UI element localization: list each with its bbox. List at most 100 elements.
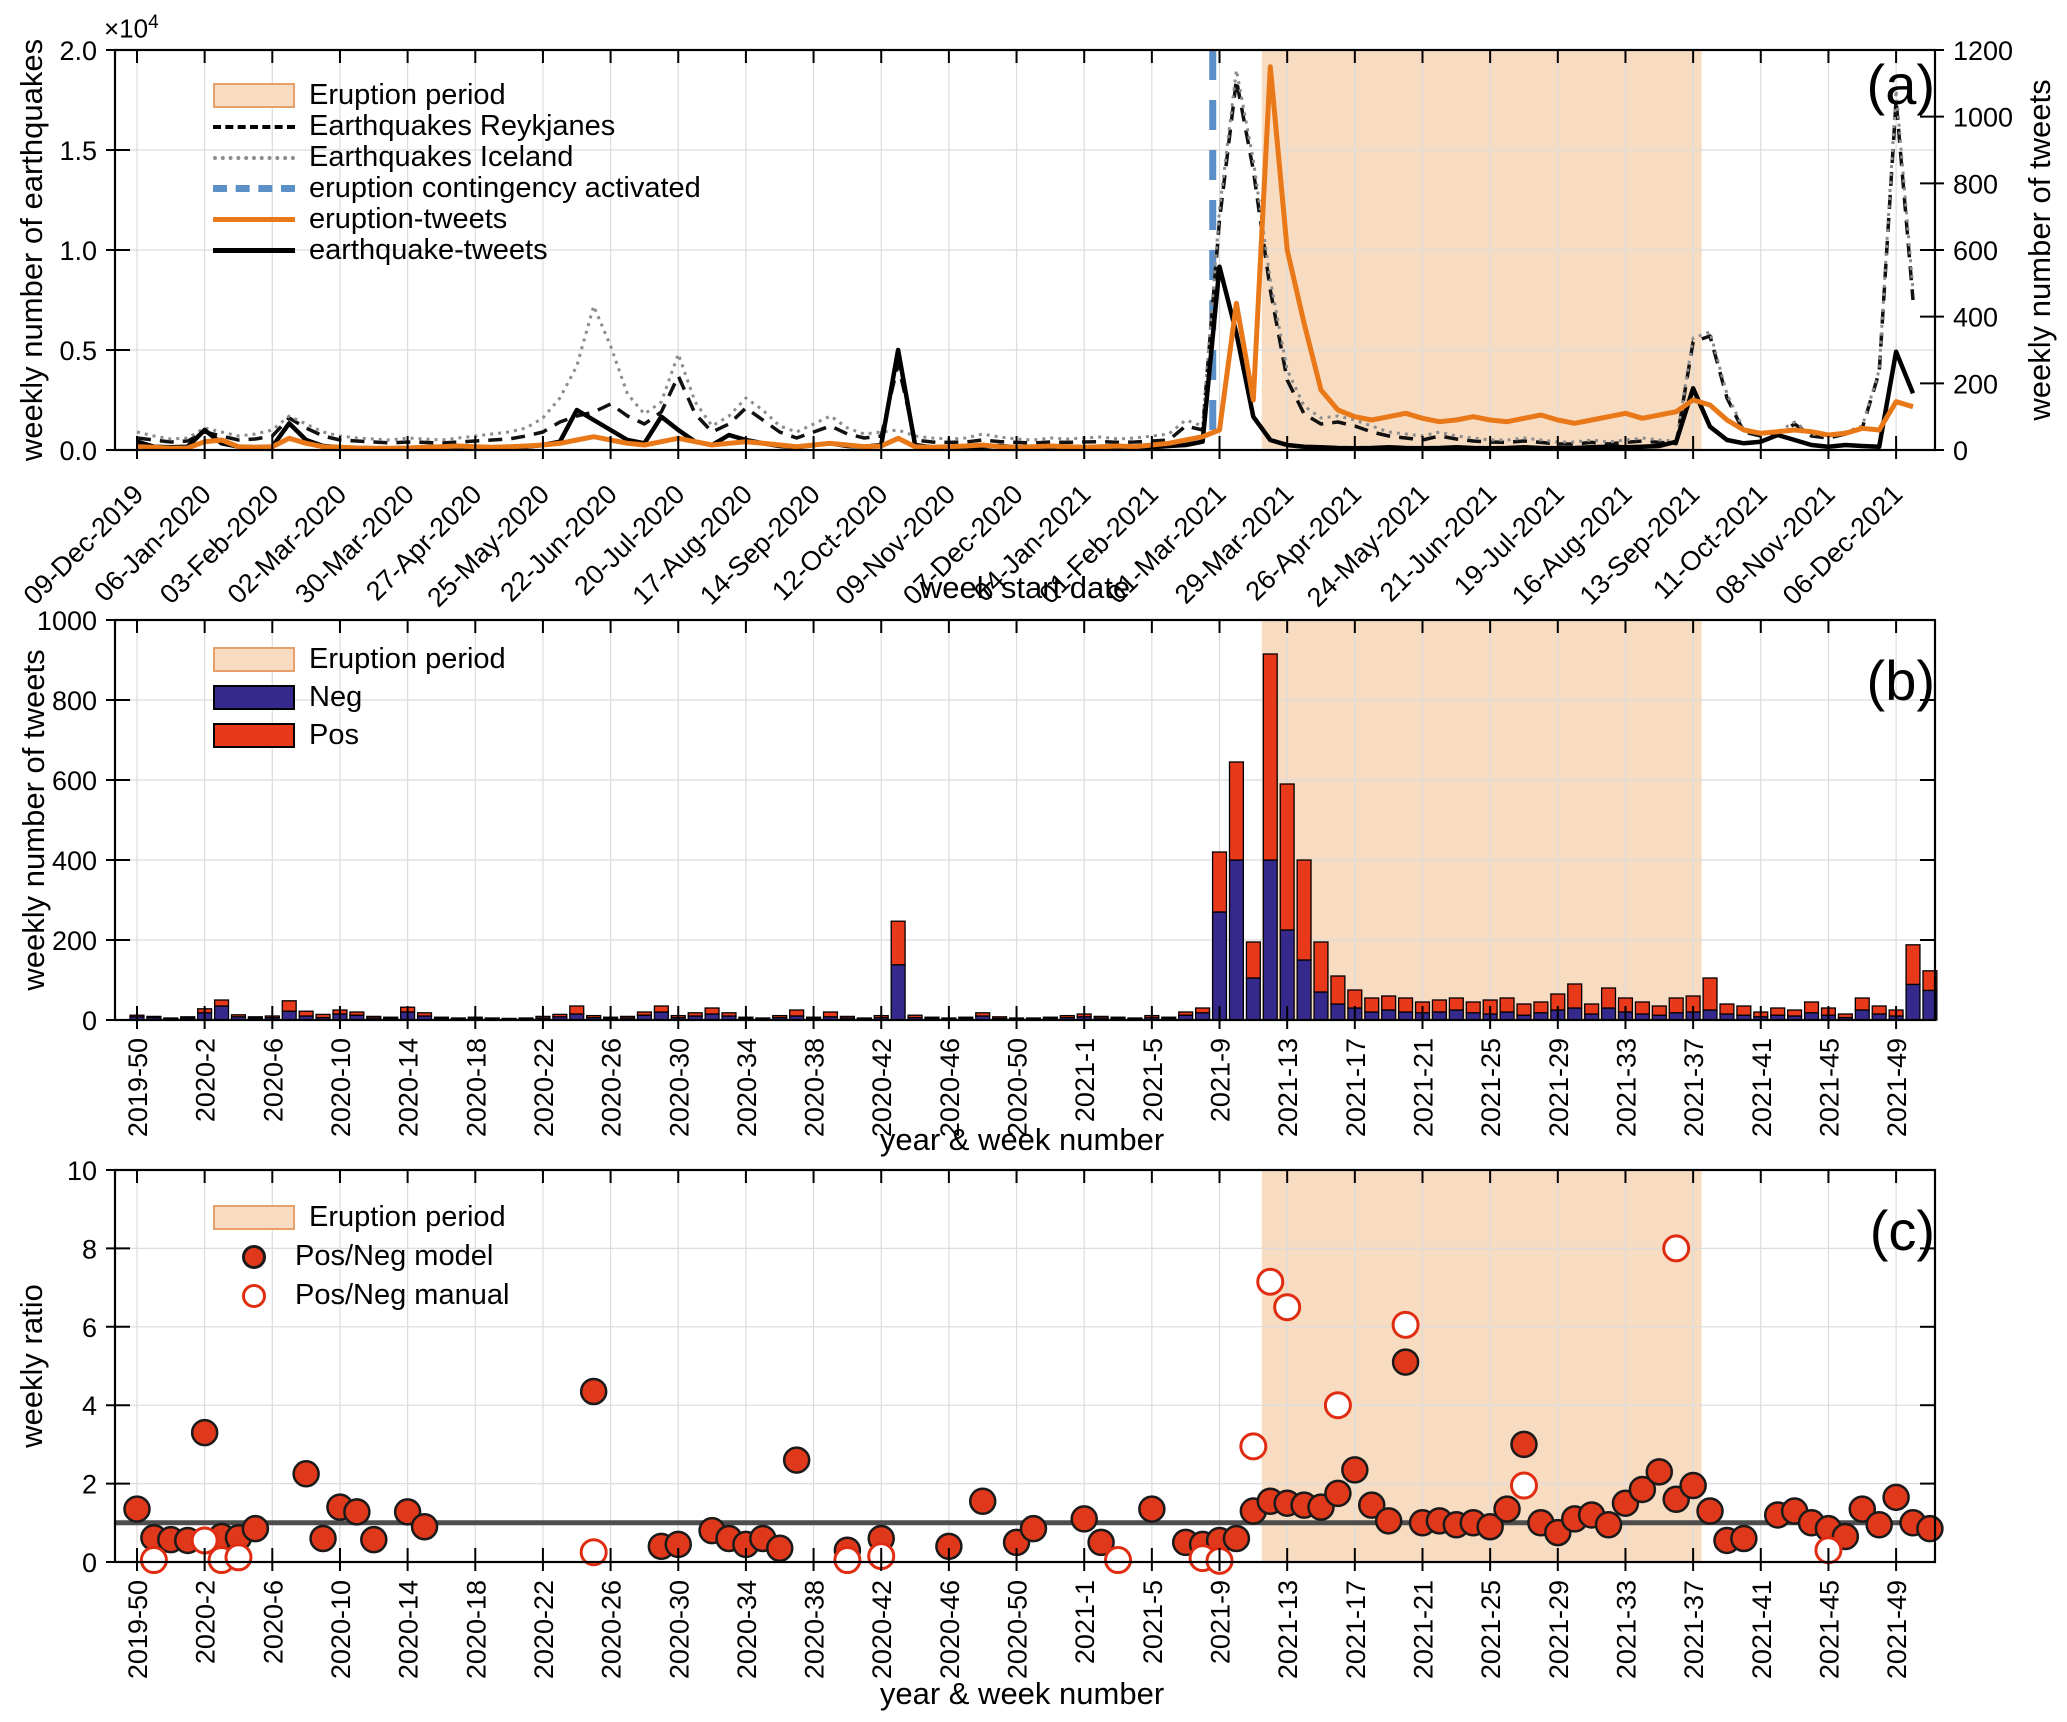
legend-item-neg: Neg xyxy=(213,678,506,716)
panel-c-legend: Eruption period Pos/Neg model Pos/Neg ma… xyxy=(213,1198,509,1315)
svg-text:600: 600 xyxy=(1953,236,1998,266)
svg-text:2021-41: 2021-41 xyxy=(1747,1038,1777,1137)
panel-b-plot: 2019-50 2020-2 2020-6 2020-10 2020-14 2020-18… xyxy=(37,606,1938,1137)
svg-text:6: 6 xyxy=(82,1313,97,1343)
svg-text:2020-34: 2020-34 xyxy=(732,1038,762,1137)
legend-item-eruption-period: Eruption period xyxy=(213,640,506,678)
svg-text:2021-25: 2021-25 xyxy=(1476,1038,1506,1137)
svg-text:2020-30: 2020-30 xyxy=(664,1038,694,1137)
svg-text:2020-18: 2020-18 xyxy=(461,1580,491,1679)
svg-text:2020-10: 2020-10 xyxy=(326,1038,356,1137)
svg-text:0.0: 0.0 xyxy=(59,436,97,466)
svg-text:2020-2: 2020-2 xyxy=(191,1580,221,1664)
svg-text:2021-29: 2021-29 xyxy=(1544,1038,1574,1137)
svg-text:2020-50: 2020-50 xyxy=(1003,1038,1033,1137)
svg-text:2020-14: 2020-14 xyxy=(394,1580,424,1679)
panel-a-legend: Eruption period Earthquakes Reykjanes Ea… xyxy=(213,79,701,266)
svg-text:400: 400 xyxy=(1953,303,1998,333)
svg-text:2020-10: 2020-10 xyxy=(326,1580,356,1679)
svg-text:2019-50: 2019-50 xyxy=(123,1038,153,1137)
legend-item-eruption-period: Eruption period xyxy=(213,1198,509,1237)
svg-text:2021-37: 2021-37 xyxy=(1679,1580,1709,1679)
dashed-line-swatch xyxy=(213,124,295,129)
legend-label: eruption-tweets xyxy=(309,203,508,235)
panel-c-letter: (c) xyxy=(1869,1199,1935,1262)
svg-text:2020-42: 2020-42 xyxy=(867,1038,897,1137)
panel-a-xlabel: week start date xyxy=(919,570,1131,605)
dotted-line-swatch xyxy=(213,155,295,160)
pos-swatch xyxy=(213,722,295,748)
exponent-base: ×10 xyxy=(104,13,149,44)
eruption-period-swatch xyxy=(213,1205,295,1230)
legend-label: Eruption period xyxy=(309,1201,506,1233)
legend-item-earthquake-tweets: earthquake-tweets xyxy=(213,234,701,266)
svg-text:2021-9: 2021-9 xyxy=(1206,1038,1236,1122)
svg-text:2020-2: 2020-2 xyxy=(191,1038,221,1122)
legend-item-earthquakes-reykjanes: Earthquakes Reykjanes xyxy=(213,110,701,142)
svg-text:2021-21: 2021-21 xyxy=(1408,1580,1438,1679)
svg-text:4: 4 xyxy=(82,1391,97,1421)
legend-item-eruption-tweets: eruption-tweets xyxy=(213,203,701,235)
svg-text:2019-50: 2019-50 xyxy=(123,1580,153,1679)
svg-text:2021-21: 2021-21 xyxy=(1408,1038,1438,1137)
svg-text:2021-1: 2021-1 xyxy=(1070,1580,1100,1664)
panel-a-ylabel-left: weekly number of earthquakes xyxy=(14,38,49,462)
svg-text:0: 0 xyxy=(82,1006,97,1036)
svg-text:2021-25: 2021-25 xyxy=(1476,1580,1506,1679)
svg-text:1000: 1000 xyxy=(1953,103,2013,133)
svg-text:1.5: 1.5 xyxy=(59,136,97,166)
panel-a-exponent: ×104 xyxy=(104,12,159,45)
series-eruption-tweets xyxy=(136,64,1914,451)
svg-text:2.0: 2.0 xyxy=(59,36,97,66)
svg-text:2020-6: 2020-6 xyxy=(258,1038,288,1122)
legend-label: Pos xyxy=(309,718,359,751)
svg-text:2020-26: 2020-26 xyxy=(597,1038,627,1137)
panel-a-letter: (a) xyxy=(1866,53,1935,116)
svg-text:1.0: 1.0 xyxy=(59,236,97,266)
legend-item-earthquakes-iceland: Earthquakes Iceland xyxy=(213,141,701,173)
svg-text:600: 600 xyxy=(52,766,97,796)
legend-label: Earthquakes Reykjanes xyxy=(309,110,616,142)
svg-text:2: 2 xyxy=(82,1470,97,1500)
legend-label: Pos/Neg model xyxy=(295,1240,494,1272)
panel-c-xlabel: year & week number xyxy=(879,1676,1165,1711)
svg-text:400: 400 xyxy=(52,846,97,876)
svg-text:2021-13: 2021-13 xyxy=(1273,1580,1303,1679)
panel-c-plot: 2019-50 2020-2 2020-6 2020-10 2020-14 2020-18… xyxy=(67,1156,1944,1679)
eruption-period-swatch xyxy=(213,83,295,108)
legend-label: Eruption period xyxy=(309,79,506,111)
svg-text:2021-33: 2021-33 xyxy=(1611,1038,1641,1137)
svg-text:2021-17: 2021-17 xyxy=(1341,1580,1371,1679)
filled-circle-swatch xyxy=(242,1244,266,1269)
svg-text:2021-5: 2021-5 xyxy=(1138,1580,1168,1664)
legend-item-pos-neg-model: Pos/Neg model xyxy=(213,1237,509,1276)
svg-text:2021-1: 2021-1 xyxy=(1070,1038,1100,1122)
svg-text:2020-14: 2020-14 xyxy=(394,1038,424,1137)
legend-item-pos-neg-manual: Pos/Neg manual xyxy=(213,1276,509,1315)
svg-text:0: 0 xyxy=(1953,436,1968,466)
legend-label: Eruption period xyxy=(309,642,506,675)
orange-line-swatch xyxy=(213,217,295,222)
svg-text:2020-38: 2020-38 xyxy=(800,1038,830,1137)
svg-text:2021-45: 2021-45 xyxy=(1814,1038,1844,1137)
svg-text:0: 0 xyxy=(82,1548,97,1578)
legend-label: earthquake-tweets xyxy=(309,234,548,266)
open-circle-swatch xyxy=(242,1283,266,1308)
svg-text:2020-50: 2020-50 xyxy=(1003,1580,1033,1679)
svg-text:2020-26: 2020-26 xyxy=(597,1580,627,1679)
legend-label: Earthquakes Iceland xyxy=(309,141,574,173)
svg-text:2021-33: 2021-33 xyxy=(1611,1580,1641,1679)
svg-text:1200: 1200 xyxy=(1953,36,2013,66)
svg-text:2021-49: 2021-49 xyxy=(1882,1580,1912,1679)
svg-text:1000: 1000 xyxy=(37,606,97,636)
panel-b-xlabel: year & week number xyxy=(879,1122,1165,1157)
svg-text:2020-42: 2020-42 xyxy=(867,1580,897,1679)
svg-text:2021-29: 2021-29 xyxy=(1544,1580,1574,1679)
black-line-swatch xyxy=(213,248,295,253)
svg-text:2020-22: 2020-22 xyxy=(529,1038,559,1137)
panel-a-ylabel-right: weekly number of tweets xyxy=(2022,79,2057,421)
blue-dashed-line-swatch xyxy=(213,185,295,192)
svg-text:200: 200 xyxy=(1953,369,1998,399)
